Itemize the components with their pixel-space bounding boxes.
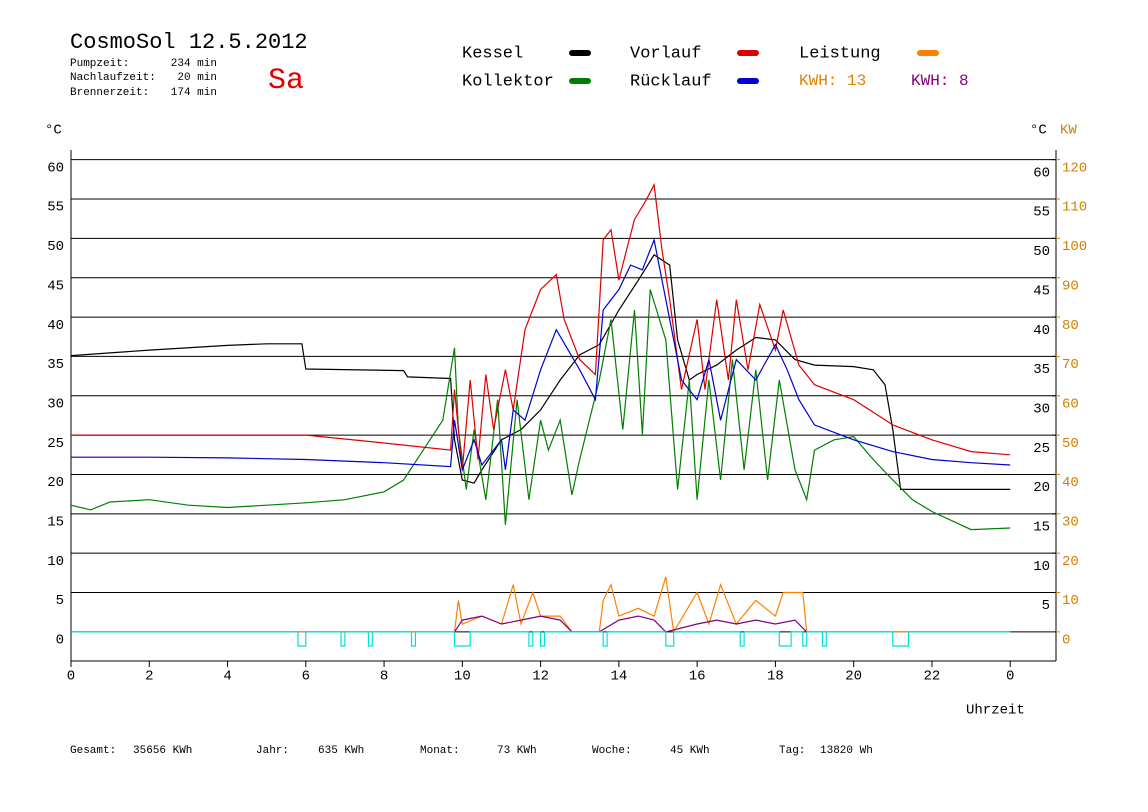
footer-label: Woche: [592,745,632,757]
y-tick-label-right: 45 [1033,283,1050,299]
y-tick-label-right: 55 [1033,205,1050,221]
series-line [70,289,1011,531]
y2-tick-label: 70 [1062,357,1079,373]
stat-label: Brennerzeit: [70,87,149,99]
x-tick-label: 8 [380,669,388,685]
x-tick-label: 0 [67,669,75,685]
footer-label: Tag: [779,745,805,757]
y-tick-label-right: 50 [1033,244,1050,260]
y-tick-label: 60 [47,160,64,176]
y-tick-label-right: 30 [1033,401,1050,417]
footer-value: 35656 KWh [133,745,192,757]
y-tick-label: 35 [47,357,64,373]
stat-label: Nachlaufzeit: [70,72,156,84]
y-tick-label: 15 [47,515,64,531]
y-tick-label: 55 [47,200,64,216]
footer-label: Gesamt: [70,745,116,757]
y-tick-label: 45 [47,278,64,294]
x-tick-label: 10 [454,669,471,685]
y2-tick-label: 10 [1062,593,1079,609]
x-tick-label: 12 [532,669,549,685]
y2-tick-label: 120 [1062,160,1087,176]
y-tick-label-right: 20 [1033,480,1050,496]
legend-label: Kollektor [462,72,554,91]
y2-tick-label: 50 [1062,436,1079,452]
x-tick-label: 0 [1006,669,1014,685]
weekday: Sa [268,64,304,98]
y2-tick-label: 60 [1062,396,1079,412]
footer-value: 13820 Wh [820,745,873,757]
stat-value: 174 min [171,87,217,99]
x-tick-label: 2 [145,669,153,685]
stat-label: Pumpzeit: [70,58,129,70]
y2-tick-label: 20 [1062,554,1079,570]
y-tick-label: 10 [47,554,64,570]
series-line [71,182,1011,470]
y-tick-label: 25 [47,436,64,452]
y-tick-label: 50 [47,239,64,255]
kwh-label: KWH: 13 [799,72,866,90]
y2-tick-label: 80 [1062,318,1079,334]
y-tick-label: 5 [56,593,64,609]
footer-value: 45 KWh [670,745,710,757]
footer-label: Monat: [420,745,460,757]
y-tick-label: 40 [47,318,64,334]
legend-label: Rücklauf [630,72,712,91]
y-tick-label-right: 10 [1033,559,1050,575]
y2-tick-label: 100 [1062,239,1087,255]
footer-value: 73 KWh [497,745,537,757]
y2-tick-label: 110 [1062,200,1087,216]
y-axis-label: °C [45,123,62,139]
x-tick-label: 16 [689,669,706,685]
series-line [71,576,1011,634]
y-tick-label: 20 [47,475,64,491]
y2-tick-label: 0 [1062,633,1070,649]
legend-label: Vorlauf [630,44,701,63]
series-line [71,631,1011,647]
x-tick-label: 4 [223,669,231,685]
y-tick-label-right: 15 [1033,520,1050,536]
series-line [71,237,1011,473]
stat-value: 234 min [171,58,217,70]
x-tick-label: 20 [845,669,862,685]
footer-value: 635 KWh [318,745,364,757]
y-tick-label: 0 [56,633,64,649]
series-line [453,615,808,633]
x-tick-label: 14 [610,669,627,685]
footer-label: Jahr: [256,745,289,757]
legend-label: Leistung [799,44,881,63]
stat-value: 20 min [177,72,217,84]
chart-title: CosmoSol 12.5.2012 [70,30,308,55]
legend-label: Kessel [462,44,523,63]
y2-tick-label: 30 [1062,515,1079,531]
y2-axis-label: KW [1060,123,1077,139]
x-tick-label: 6 [302,669,310,685]
kwh-label: KWH: 8 [911,72,969,90]
x-tick-label: 18 [767,669,784,685]
y2-tick-label: 90 [1062,278,1079,294]
x-tick-label: 22 [924,669,941,685]
y-tick-label-right: 5 [1042,598,1050,614]
y-axis-label-right: °C [1030,123,1047,139]
x-axis-label: Uhrzeit [966,703,1025,719]
y-tick-label-right: 60 [1033,165,1050,181]
y-tick-label-right: 25 [1033,441,1050,457]
y2-tick-label: 40 [1062,475,1079,491]
y-tick-label: 30 [47,396,64,412]
y-tick-label-right: 40 [1033,323,1050,339]
y-tick-label-right: 35 [1033,362,1050,378]
